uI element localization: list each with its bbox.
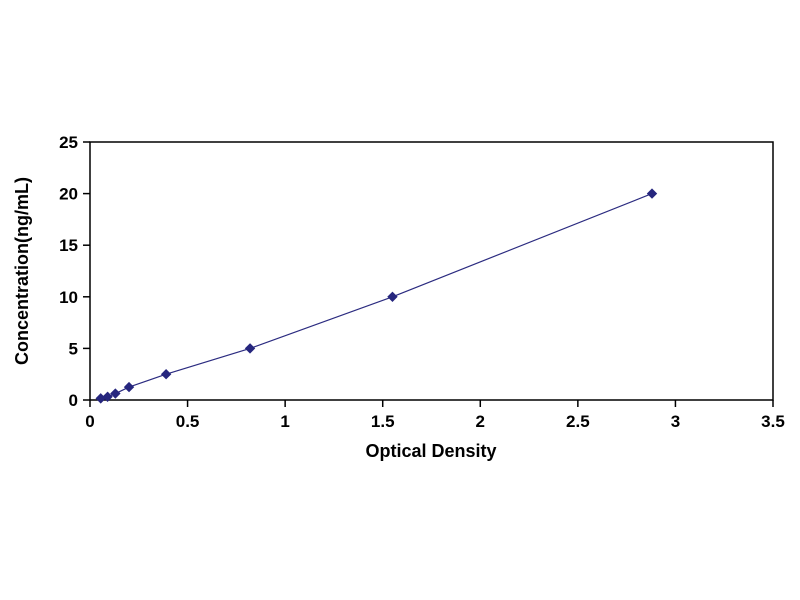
y-axis-label: Concentration(ng/mL) (12, 177, 32, 365)
data-point-marker (160, 368, 172, 380)
y-tick-label: 25 (59, 133, 78, 152)
y-tick-label: 0 (69, 391, 78, 410)
x-tick-label: 3.5 (761, 412, 785, 431)
plot-frame (89, 141, 774, 401)
x-tick-label: 1 (280, 412, 289, 431)
y-tick-label: 10 (59, 288, 78, 307)
y-tick-label: 20 (59, 185, 78, 204)
x-tick-label: 2.5 (566, 412, 590, 431)
x-tick-label: 1.5 (371, 412, 395, 431)
x-tick-label: 0.5 (176, 412, 200, 431)
data-point-marker (110, 388, 121, 399)
data-point-marker (646, 188, 658, 199)
x-tick-label: 0 (85, 412, 94, 431)
x-tick-label: 2 (476, 412, 485, 431)
data-point-marker (123, 381, 135, 393)
data-point-marker (102, 391, 113, 402)
data-point-marker (244, 343, 256, 354)
x-axis-label: Optical Density (365, 441, 496, 461)
data-point-marker (387, 291, 398, 303)
y-tick-label: 15 (59, 236, 78, 255)
y-tick-label: 5 (69, 339, 78, 358)
x-tick-label: 3 (671, 412, 680, 431)
